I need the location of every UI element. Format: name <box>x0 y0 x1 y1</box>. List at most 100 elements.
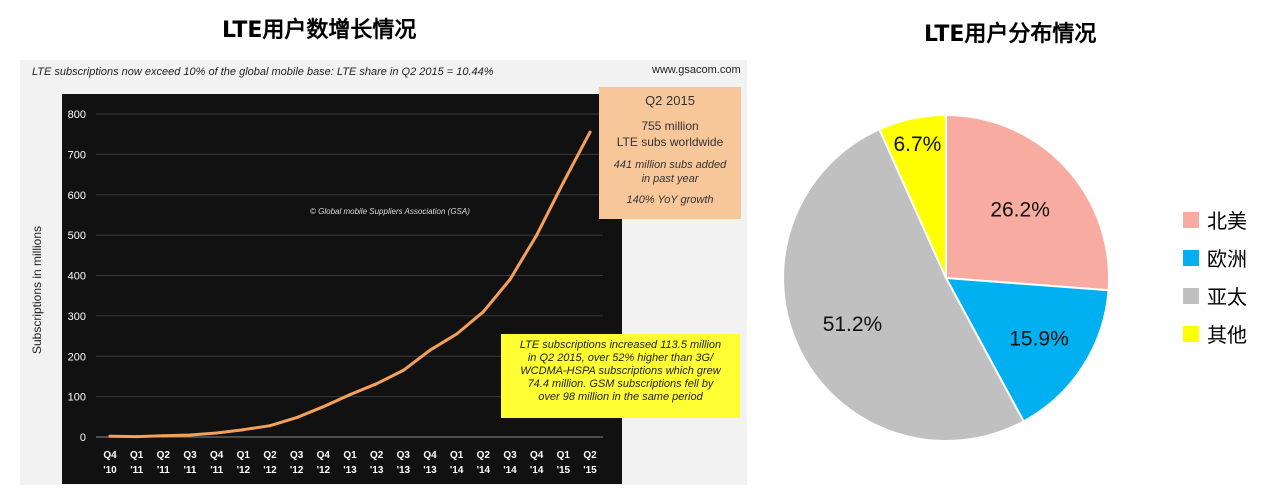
data-point <box>108 434 112 438</box>
x-tick-year: '11 <box>130 465 143 476</box>
pie-slices <box>782 113 1110 442</box>
x-tick-year: '14 <box>450 465 464 476</box>
x-tick-year: '13 <box>423 465 437 476</box>
x-tick-year: '14 <box>503 465 517 476</box>
x-tick-label: Q1 <box>557 450 571 461</box>
data-point <box>588 130 592 134</box>
y-tick-label: 800 <box>68 109 86 121</box>
x-tick-year: '13 <box>370 465 384 476</box>
x-ticks: Q4 '10 Q1 '11 Q2 '11 Q3 '11 Q4 '11 Q1 '12 Q2 '12 Q3 '12… <box>103 450 597 476</box>
x-tick-year: '12 <box>317 465 331 476</box>
annotation-line-1: LTE subscriptions increased 113.5 millio… <box>519 339 722 351</box>
data-point <box>135 435 139 439</box>
x-tick-label: Q2 <box>370 450 384 461</box>
right-chart-title: LTE用户分布情况 <box>924 22 1097 47</box>
y-tick-label: 0 <box>80 432 86 444</box>
pie-slice <box>945 113 1110 292</box>
y-tick-label: 300 <box>68 311 86 323</box>
x-tick-label: Q4 <box>210 450 224 461</box>
legend-item: 欧洲 <box>1183 243 1247 272</box>
x-tick-year: '15 <box>557 465 571 476</box>
data-point <box>268 424 272 428</box>
x-tick-year: '11 <box>210 465 223 476</box>
box-subs-value: 755 million <box>641 119 699 133</box>
box-subs-desc: LTE subs worldwide <box>616 135 724 149</box>
data-point <box>321 405 325 409</box>
x-tick-year: '13 <box>397 465 411 476</box>
x-tick-label: Q1 <box>450 450 464 461</box>
x-tick-label: Q3 <box>290 450 304 461</box>
x-tick-label: Q4 <box>317 450 331 461</box>
x-tick-year: '12 <box>237 465 251 476</box>
y-tick-label: 100 <box>68 392 86 404</box>
pie-labels: 26.2% 15.9% 51.2% 6.7% <box>823 133 1069 350</box>
data-point <box>375 382 379 386</box>
annotation-box: LTE subscriptions increased 113.5 millio… <box>501 334 740 418</box>
x-tick-label: Q3 <box>397 450 411 461</box>
x-tick-label: Q1 <box>130 450 144 461</box>
pie-slice <box>944 276 1110 423</box>
x-tick-label: Q2 <box>263 450 277 461</box>
pie-slice-label: 51.2% <box>823 313 883 336</box>
x-tick-label: Q3 <box>503 450 517 461</box>
x-tick-year: '10 <box>103 465 117 476</box>
data-point <box>561 181 565 185</box>
pie-slice-label: 15.9% <box>1009 327 1069 350</box>
x-tick-year: '15 <box>583 465 597 476</box>
x-tick-label: Q1 <box>237 450 251 461</box>
highlight-box-q2-2015: Q2 2015 755 million LTE subs worldwide 4… <box>599 87 741 219</box>
x-tick-year: '11 <box>184 465 197 476</box>
box-added-period: in past year <box>641 173 699 185</box>
x-tick-year: '14 <box>530 465 544 476</box>
y-tick-label: 600 <box>68 190 86 202</box>
box-period: Q2 2015 <box>645 93 695 108</box>
data-point <box>348 393 352 397</box>
x-tick-label: Q4 <box>103 450 117 461</box>
x-tick-year: '13 <box>343 465 357 476</box>
legend-swatch <box>1183 249 1199 266</box>
series-points <box>108 130 592 439</box>
x-tick-label: Q2 <box>157 450 171 461</box>
x-tick-label: Q2 <box>477 450 491 461</box>
annotation-line-3: WCDMA-HSPA subscriptions which grew <box>520 365 721 377</box>
legend-label: 其他 <box>1207 323 1247 347</box>
x-tick-year: '14 <box>477 465 491 476</box>
copyright-note: © Global mobile Suppliers Association (G… <box>310 207 470 216</box>
x-tick-label: Q2 <box>583 450 597 461</box>
legend-label: 北美 <box>1207 209 1247 233</box>
data-point <box>188 433 192 437</box>
legend-item: 亚太 <box>1183 281 1247 310</box>
legend-swatch <box>1183 211 1199 228</box>
y-tick-label: 200 <box>68 351 86 363</box>
box-added: 441 million subs added <box>613 159 727 171</box>
legend-label: 欧洲 <box>1207 247 1247 271</box>
data-point <box>401 368 405 372</box>
x-tick-label: Q3 <box>183 450 197 461</box>
x-tick-year: '12 <box>290 465 304 476</box>
pie-slice-label: 6.7% <box>893 133 941 156</box>
y-tick-label: 400 <box>68 271 86 283</box>
data-point <box>508 278 512 282</box>
legend-item: 其他 <box>1183 319 1247 348</box>
data-point <box>241 428 245 432</box>
legend-item: 北美 <box>1183 205 1247 234</box>
x-tick-label: Q4 <box>423 450 437 461</box>
left-chart-title: LTE用户数增长情况 <box>222 18 417 43</box>
legend-label: 亚太 <box>1207 285 1247 309</box>
data-point <box>215 431 219 435</box>
legend-swatch <box>1183 287 1199 304</box>
x-tick-year: '12 <box>263 465 277 476</box>
data-point <box>295 416 299 420</box>
x-tick-year: '11 <box>157 465 170 476</box>
x-tick-label: Q4 <box>530 450 544 461</box>
source-label: www.gsacom.com <box>652 64 741 76</box>
plot-area <box>62 94 622 484</box>
y-tick-label: 500 <box>68 230 86 242</box>
data-point <box>428 348 432 352</box>
box-growth: 140% YoY growth <box>626 194 714 206</box>
data-point <box>535 233 539 237</box>
annotation-line-5: over 98 million in the same period <box>538 391 703 403</box>
x-tick-label: Q1 <box>343 450 357 461</box>
